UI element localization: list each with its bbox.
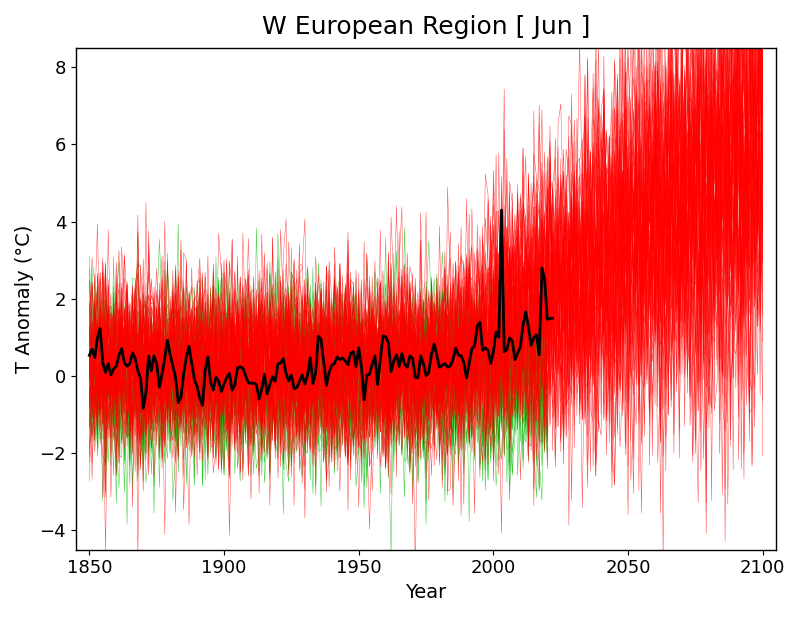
Y-axis label: T Anomaly (°C): T Anomaly (°C) xyxy=(15,225,34,373)
Title: W European Region [ Jun ]: W European Region [ Jun ] xyxy=(262,15,590,39)
X-axis label: Year: Year xyxy=(406,583,447,602)
